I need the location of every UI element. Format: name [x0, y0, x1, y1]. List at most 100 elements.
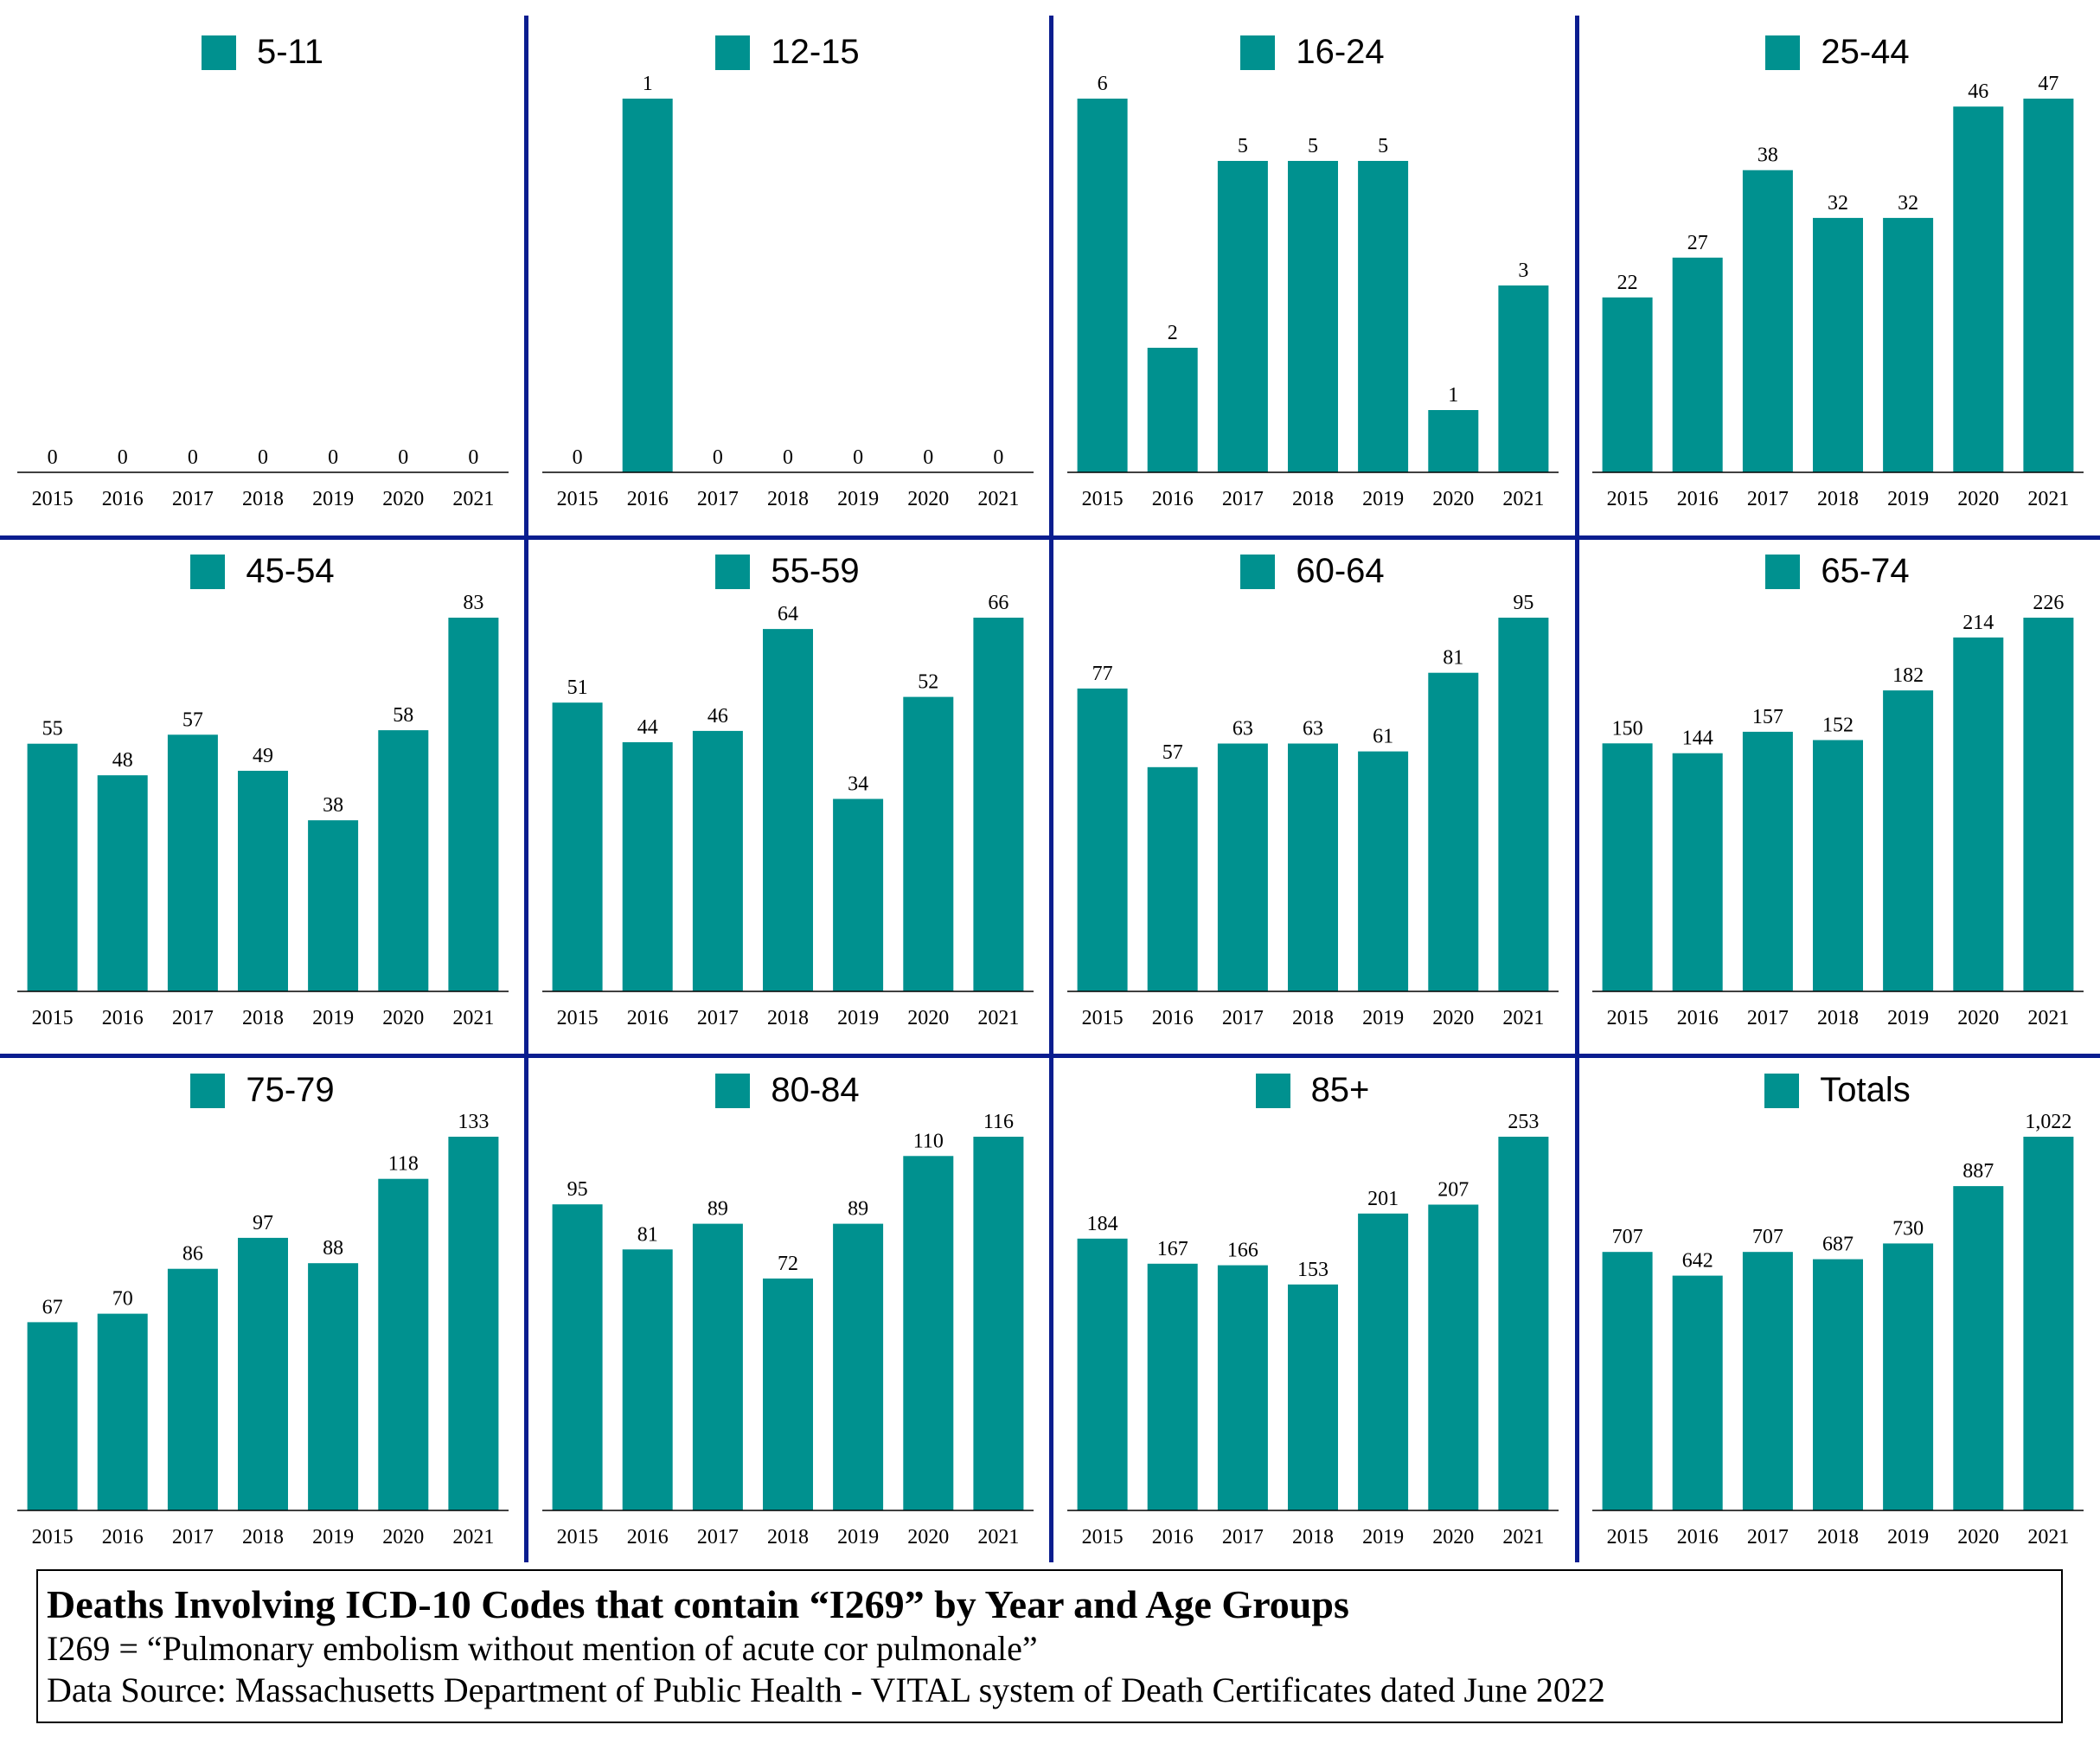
data-label: 0	[713, 446, 723, 469]
legend-label: Totals	[1820, 1071, 1911, 1109]
bar-2017	[167, 1268, 218, 1510]
data-label: 86	[182, 1243, 203, 1266]
bar-2020	[1953, 1186, 2004, 1510]
data-label: 3	[1518, 260, 1528, 282]
bar-2018	[1813, 1259, 1863, 1510]
bar-2015	[552, 702, 603, 991]
bar-2020	[903, 1156, 954, 1510]
caption-title: Deaths Involving ICD-10 Codes that conta…	[47, 1582, 1349, 1626]
legend-swatch	[1765, 35, 1801, 70]
data-label: 167	[1157, 1238, 1188, 1260]
data-label: 66	[988, 592, 1008, 614]
x-tick-label: 2020	[1432, 1007, 1474, 1029]
data-label: 22	[1617, 272, 1638, 294]
bar-2020	[378, 730, 429, 991]
bar-2016	[1147, 348, 1198, 472]
bar-2017	[1217, 1265, 1268, 1510]
data-label: 34	[848, 773, 868, 796]
bar-2018	[1288, 161, 1338, 472]
x-tick-label: 2019	[1887, 1526, 1929, 1548]
bar-2018	[1813, 217, 1863, 472]
bar-2015	[552, 1204, 603, 1510]
x-tick-label: 2015	[557, 1007, 599, 1029]
data-label: 0	[783, 446, 793, 469]
x-tick-label: 2021	[452, 1526, 494, 1548]
data-label: 226	[2033, 592, 2064, 614]
legend-swatch	[1765, 554, 1801, 589]
data-label: 642	[1682, 1250, 1713, 1273]
chart-legend: 25-44	[1575, 33, 2100, 72]
data-label: 0	[468, 446, 478, 469]
x-tick-label: 2015	[557, 1526, 599, 1548]
chart-legend: 65-74	[1575, 552, 2100, 591]
x-tick-label: 2016	[102, 1526, 144, 1548]
divider-horizontal-2	[0, 1054, 2100, 1058]
bar-2021	[2023, 1137, 2074, 1510]
x-tick-label: 2015	[1607, 1526, 1649, 1548]
data-label: 38	[323, 794, 343, 817]
bar-2018	[1288, 1284, 1338, 1510]
bar-2019	[1883, 217, 1934, 472]
data-label: 51	[567, 676, 588, 699]
bar-chart: 0 2015 0 2016 0 2017 0 2018 0 2019 0 2020 0 2021	[17, 446, 509, 510]
bar-2020	[378, 1178, 429, 1510]
bar-chart: 6 2015 2 2016 5 2017 5 2018 5 2019 1 2020 3 2021	[1067, 73, 1559, 510]
x-tick-label: 2021	[977, 1007, 1019, 1029]
divider-horizontal-1	[0, 535, 2100, 540]
bar-2018	[238, 771, 288, 991]
chart-grid: Totals 707 2015 642 2016 707 2017 687 2018 730 201…	[0, 0, 2100, 1562]
x-tick-label: 2018	[1817, 488, 1859, 510]
x-tick-label: 2021	[2027, 1526, 2069, 1548]
x-tick-label: 2020	[907, 488, 949, 510]
x-tick-label: 2019	[312, 1007, 354, 1029]
chart-panel-Totals: Totals 707 2015 642 2016 707 2017 687 2018 730 201…	[1575, 1038, 2100, 1557]
legend-label: 55-59	[771, 552, 860, 590]
data-label: 110	[913, 1130, 944, 1152]
x-tick-label: 2020	[1957, 488, 1999, 510]
bar-2018	[1288, 743, 1338, 991]
bar-2015	[1077, 99, 1128, 472]
data-label: 81	[1443, 647, 1463, 670]
data-label: 57	[1162, 741, 1183, 764]
legend-swatch	[190, 554, 226, 589]
bar-2015	[1602, 743, 1653, 991]
bar-2017	[1217, 161, 1268, 472]
legend-label: 75-79	[246, 1071, 335, 1109]
x-tick-label: 2017	[172, 1007, 214, 1029]
x-tick-label: 2017	[1222, 1007, 1264, 1029]
x-tick-label: 2020	[1957, 1007, 1999, 1029]
x-tick-label: 2015	[1082, 1007, 1124, 1029]
data-label: 0	[853, 446, 863, 469]
bar-2021	[2023, 99, 2074, 472]
x-tick-label: 2017	[697, 1526, 739, 1548]
bar-2016	[1672, 1275, 1723, 1510]
data-label: 887	[1962, 1160, 1994, 1183]
bar-2016	[1672, 257, 1723, 472]
x-tick-label: 2020	[1432, 488, 1474, 510]
x-tick-label: 2017	[1747, 1007, 1789, 1029]
data-label: 253	[1508, 1111, 1539, 1133]
bar-chart: 77 2015 57 2016 63 2017 63 2018 61 2019 81 2020 95 20…	[1067, 592, 1559, 1029]
bar-2019	[308, 820, 359, 991]
data-label: 182	[1892, 664, 1924, 687]
divider-vertical-3	[1575, 16, 1579, 1562]
data-label: 207	[1437, 1179, 1469, 1202]
legend-swatch	[1240, 35, 1276, 70]
x-tick-label: 2017	[1747, 1526, 1789, 1548]
x-tick-label: 2017	[1747, 488, 1789, 510]
chart-legend: 16-24	[1050, 33, 1575, 72]
x-tick-label: 2016	[627, 1526, 669, 1548]
bar-2020	[1428, 1204, 1479, 1510]
bar-2018	[238, 1237, 288, 1510]
legend-label: 65-74	[1821, 552, 1910, 590]
divider-vertical-1	[524, 16, 528, 1562]
x-tick-label: 2015	[32, 1007, 74, 1029]
chart-panel-12-15: 12-15 0 2015 1 2016 0 2017 0 2018 0 2019 0 2020 0 2021	[525, 0, 1050, 519]
data-label: 64	[778, 603, 798, 625]
data-label: 63	[1303, 718, 1323, 741]
bar-2020	[1428, 672, 1479, 991]
data-label: 47	[2038, 73, 2058, 95]
bar-2019	[1883, 690, 1934, 991]
data-label: 32	[1828, 192, 1848, 215]
x-tick-label: 2018	[767, 1526, 809, 1548]
